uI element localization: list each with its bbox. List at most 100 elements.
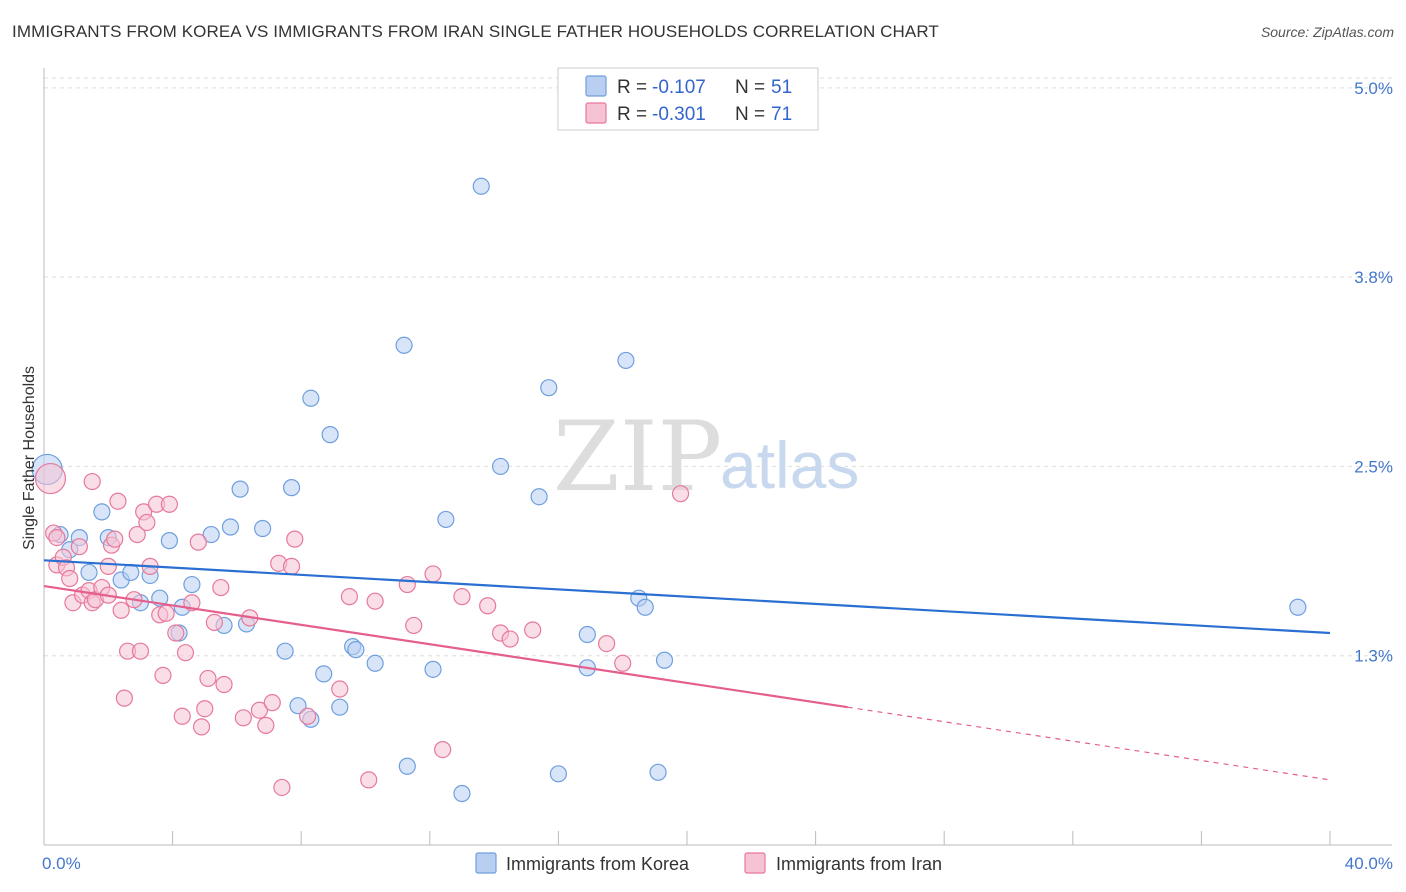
legend-korea-swatch (585, 75, 607, 97)
bottom-legend: Immigrants from Korea Immigrants from Ir… (475, 852, 942, 874)
y-tick-label-3: 5.0% (1354, 79, 1393, 98)
legend-iran-n-value: 71 (771, 104, 792, 125)
iran-point-32 (160, 495, 178, 513)
iran-point-64 (501, 630, 519, 648)
iran-point-57 (398, 575, 416, 594)
iran-point-24 (131, 642, 150, 660)
iran-point-44 (234, 709, 252, 727)
korea-trend-line (43, 559, 1331, 635)
korea-point-41 (617, 351, 635, 370)
iran-point-20 (115, 689, 133, 707)
watermark: ZIP atlas (553, 401, 859, 513)
y-tick-label-0: 1.3% (1354, 647, 1393, 666)
korea-point-44 (649, 763, 667, 781)
iran-point-60 (434, 740, 452, 759)
iran-point-31 (157, 604, 175, 622)
iran-point-41 (205, 613, 223, 632)
chart-title: IMMIGRANTS FROM KOREA VS IMMIGRANTS FROM… (12, 22, 939, 41)
korea-point-21 (276, 642, 294, 660)
korea-point-14 (183, 575, 201, 594)
iran-point-66 (598, 634, 616, 653)
korea-point-25 (321, 426, 339, 444)
korea-point-18 (231, 480, 249, 498)
tick-labels: 1.3% 2.5% 3.8% 5.0% 0.0% 40.0% (42, 79, 1393, 873)
iran-point-26 (138, 513, 156, 532)
iran-point-68 (671, 485, 690, 503)
iran-point-49 (273, 778, 291, 797)
iran-point-54 (340, 588, 359, 606)
iran-point-38 (192, 718, 211, 736)
iran-point-67 (614, 654, 632, 672)
iran-point-56 (366, 592, 384, 610)
korea-point-8 (122, 563, 140, 582)
legend-korea-n-value: 51 (771, 77, 792, 98)
korea-point-38 (549, 765, 568, 783)
iran-point-43 (215, 675, 233, 694)
iran-point-70 (112, 601, 130, 619)
iran-point-16 (99, 557, 117, 575)
iran-point-61 (453, 588, 471, 606)
bottom-legend-iran-swatch (744, 852, 766, 874)
y-tick-label-2: 3.8% (1354, 268, 1393, 287)
korea-point-35 (491, 457, 510, 476)
korea-point-39 (578, 625, 596, 644)
source-label: Source: ZipAtlas.com (1260, 24, 1394, 40)
iran-point-45 (250, 701, 269, 719)
iran-point-47 (263, 694, 281, 712)
iran-point-42 (212, 578, 230, 597)
stats-legend: R = -0.107 N = 51 R = -0.301 N = 71 (557, 67, 819, 131)
korea-point-46 (1289, 598, 1307, 616)
iran-point-46 (257, 716, 275, 734)
legend-iran-r-label: R = (617, 104, 647, 125)
korea-point-43 (636, 598, 654, 616)
korea-point-24 (315, 665, 333, 683)
iran-point-12 (83, 472, 101, 491)
y-axis-label: Single Father Households (21, 366, 38, 550)
legend-korea-r-value: -0.107 (652, 77, 706, 98)
iran-point-18 (106, 530, 124, 548)
iran-point-58 (405, 616, 423, 635)
korea-point-28 (366, 654, 384, 672)
iran-point-53 (331, 680, 349, 698)
iran-point-37 (189, 533, 207, 551)
korea-point-11 (160, 532, 178, 550)
iran-point-39 (196, 700, 214, 718)
korea-point-34 (472, 177, 490, 195)
watermark-zip: ZIP (553, 401, 722, 513)
iran-point-62 (479, 597, 497, 615)
korea-point-27 (347, 641, 365, 659)
iran-point-6 (61, 569, 79, 588)
korea-point-22 (282, 479, 301, 497)
korea-point-37 (540, 379, 558, 397)
korea-point-33 (453, 784, 471, 803)
bottom-legend-iran-label: Immigrants from Iran (776, 854, 942, 874)
iran-point-52 (299, 707, 317, 725)
legend-iran-n-label: N = (735, 104, 765, 125)
bottom-legend-korea-swatch (475, 852, 497, 874)
bottom-legend-korea-label: Immigrants from Korea (506, 854, 690, 874)
iran-point-59 (424, 565, 442, 583)
legend-korea-r-label: R = (617, 77, 647, 98)
iran-points (34, 462, 690, 797)
iran-point-65 (524, 621, 542, 639)
korea-point-30 (398, 757, 416, 775)
iran-point-40 (199, 669, 217, 688)
korea-point-36 (530, 488, 548, 506)
legend-iran-r-value: -0.301 (652, 104, 706, 125)
iran-point-23 (128, 525, 146, 544)
korea-point-17 (221, 518, 240, 536)
iran-point-51 (286, 530, 304, 548)
korea-point-23 (302, 389, 320, 407)
iran-point-33 (167, 624, 185, 642)
iran-point-30 (154, 666, 172, 685)
iran-point-0 (34, 462, 67, 495)
korea-point-31 (424, 660, 442, 678)
korea-point-5 (93, 503, 111, 521)
grid-lines (44, 77, 1392, 657)
korea-point-4 (80, 563, 98, 582)
iran-point-19 (109, 492, 127, 510)
korea-point-15 (202, 525, 220, 544)
korea-point-45 (655, 651, 674, 669)
iran-point-35 (176, 644, 195, 662)
korea-point-32 (437, 510, 455, 529)
